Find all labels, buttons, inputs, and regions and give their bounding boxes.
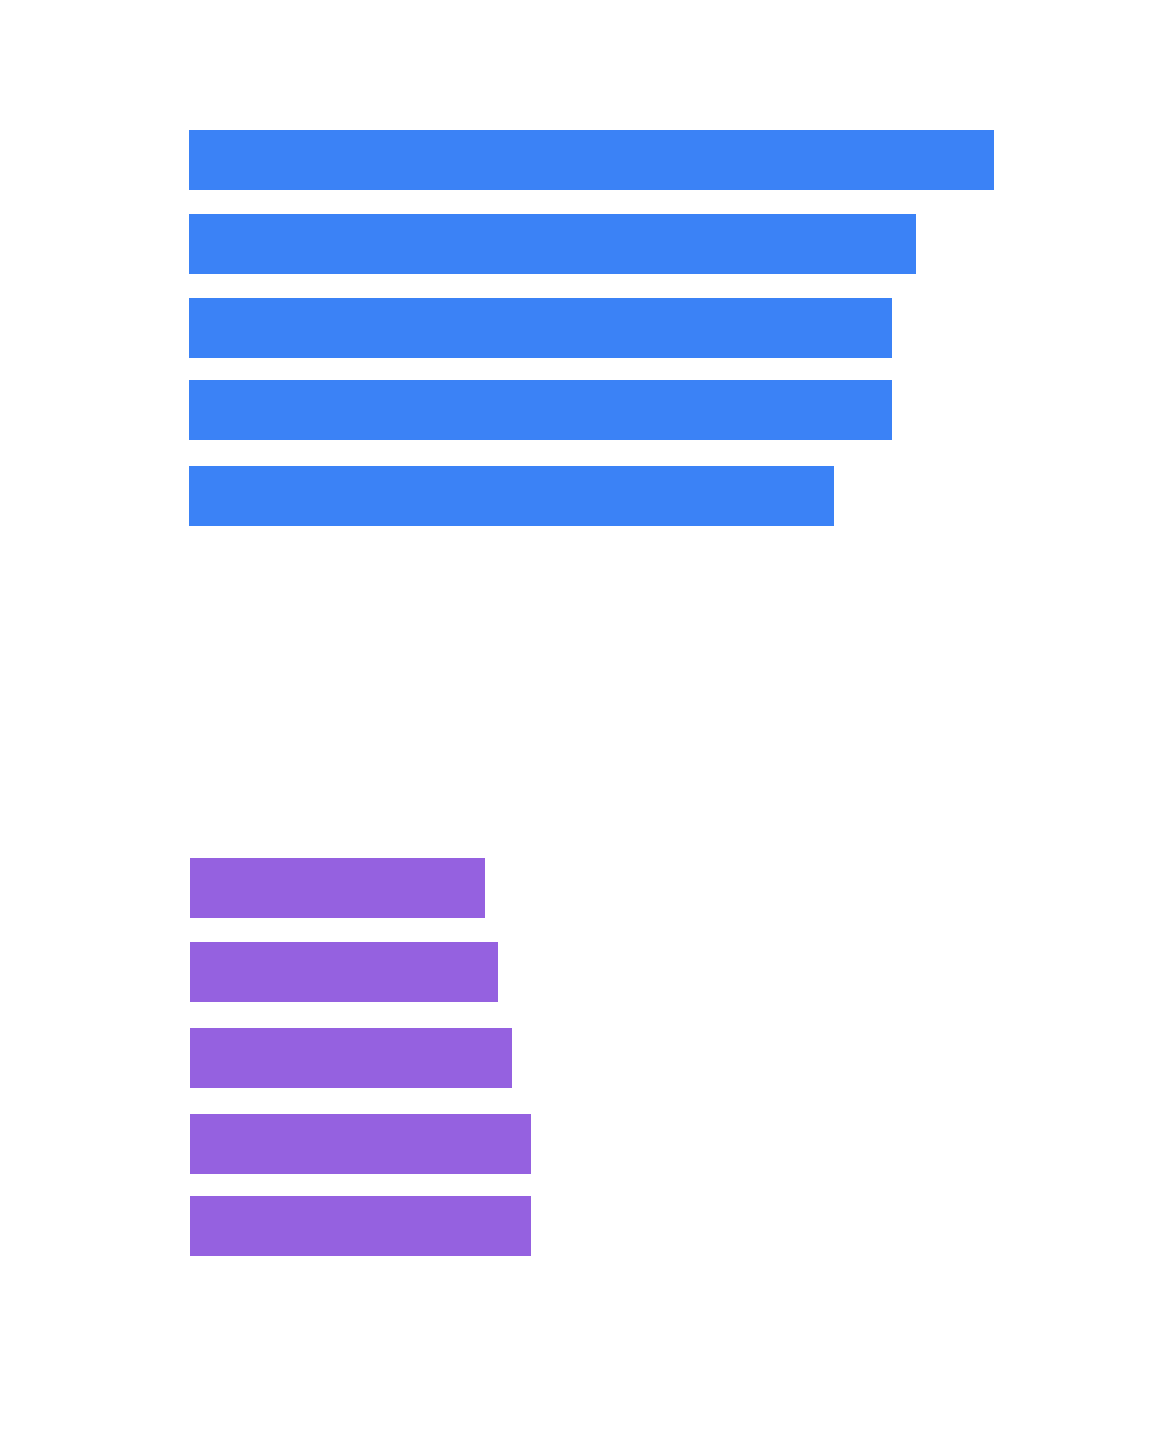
bar-top-2 <box>189 214 916 274</box>
bar-top-5 <box>189 466 834 526</box>
bar-top-1 <box>189 130 994 190</box>
bar-bottom-5 <box>190 1196 531 1256</box>
bar-bottom-1 <box>190 858 485 918</box>
bar-bottom-4 <box>190 1114 531 1174</box>
chart-panel-top <box>189 130 994 526</box>
chart-panel-bottom <box>190 858 531 1256</box>
bar-bottom-2 <box>190 942 498 1002</box>
bar-top-4 <box>189 380 892 440</box>
bar-bottom-3 <box>190 1028 512 1088</box>
bar-top-3 <box>189 298 892 358</box>
